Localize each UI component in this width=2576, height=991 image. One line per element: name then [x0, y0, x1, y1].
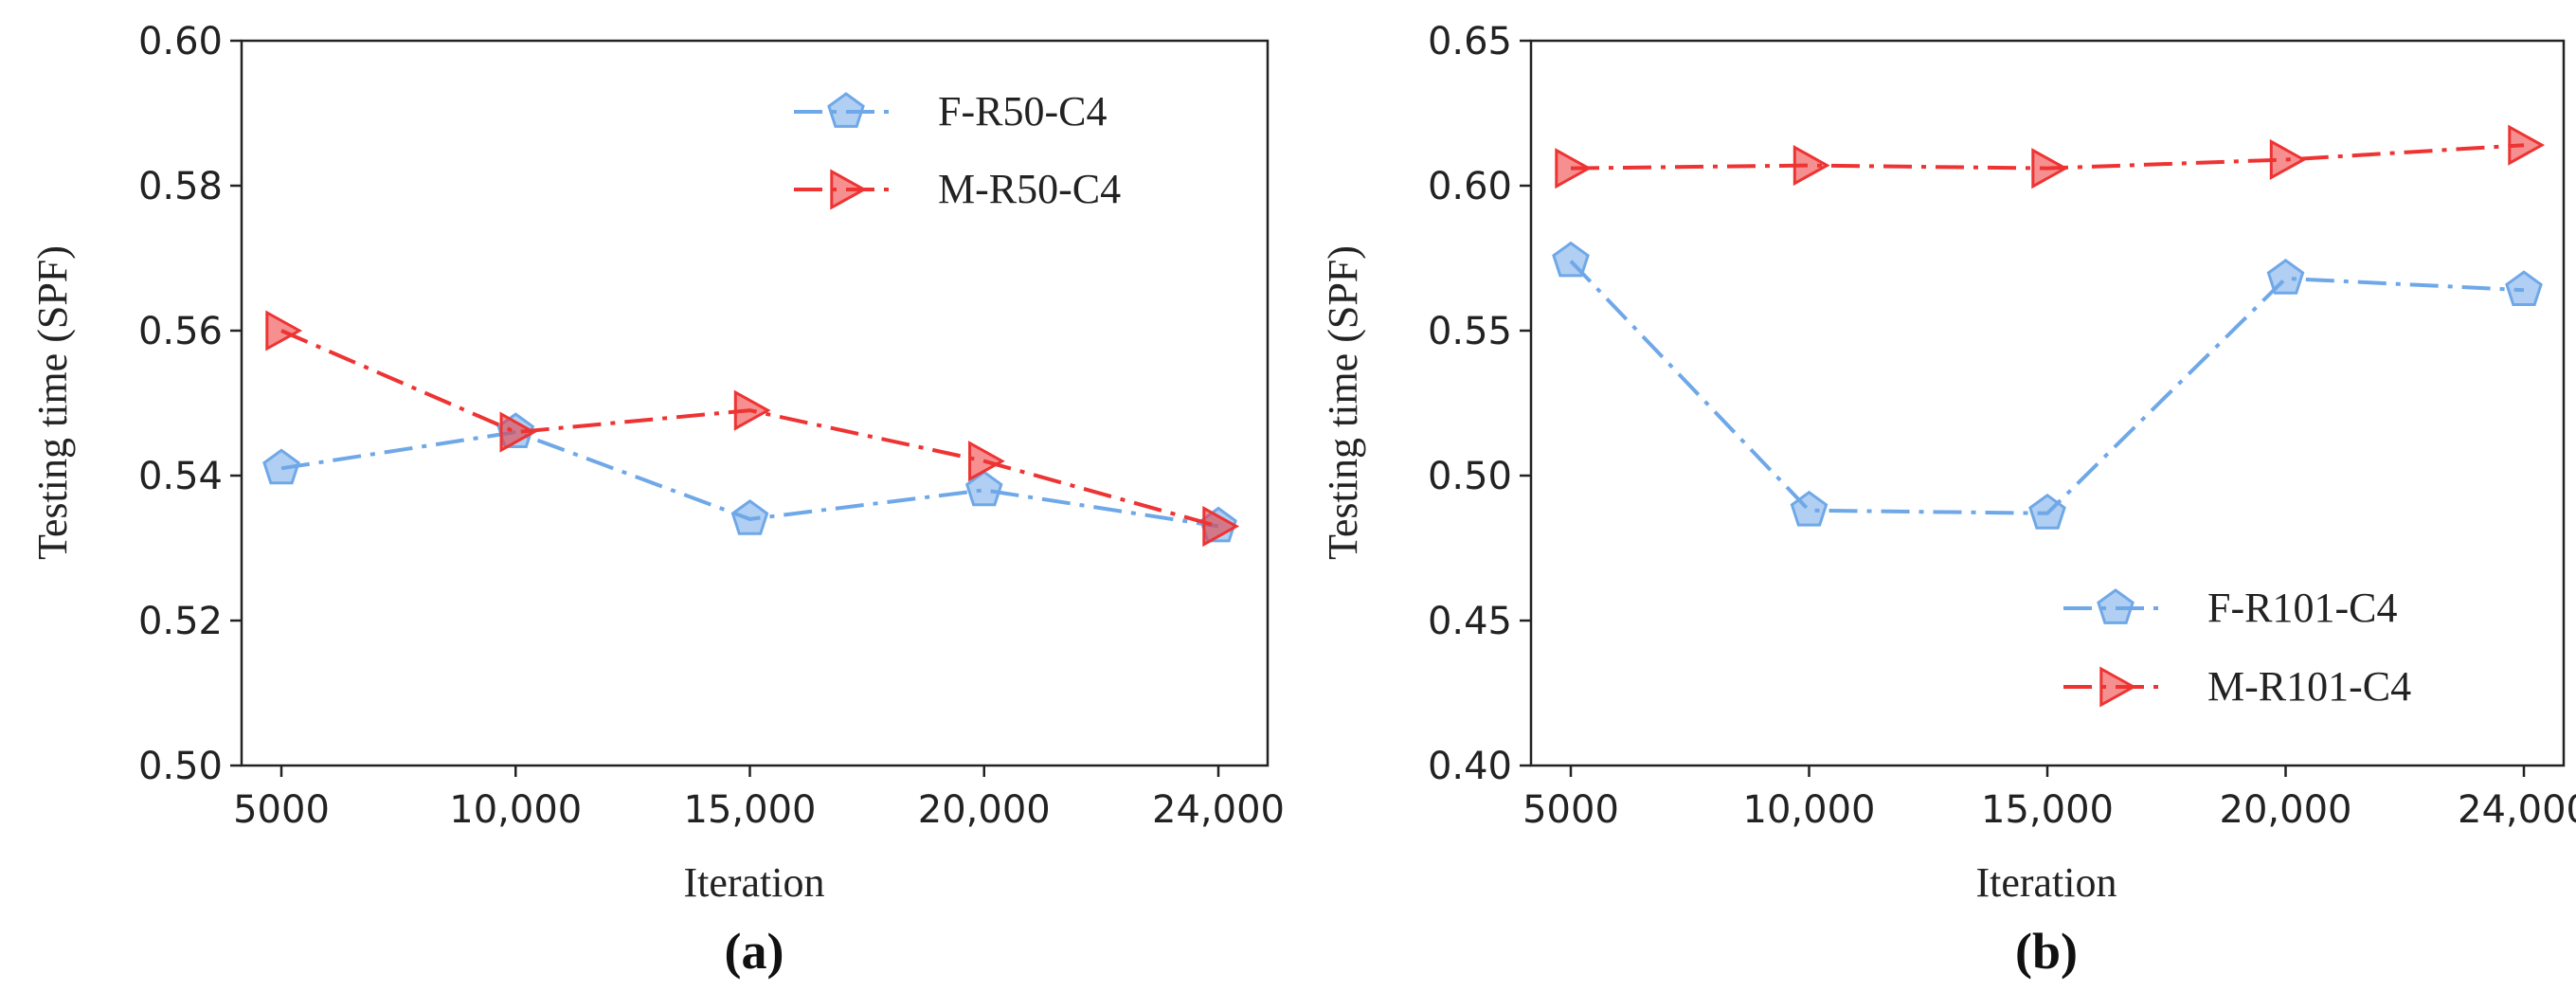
y-tick-label-b: 0.50	[1428, 455, 1512, 498]
legend-marker-shape-m-r101-c4	[2099, 666, 2137, 708]
data-point-m-r50-c4	[499, 411, 537, 453]
x-tick-label-b: 15,000	[1981, 788, 2114, 832]
x-tick-label-a: 5000	[233, 788, 330, 832]
legend-marker-f-r50	[827, 92, 865, 128]
data-point-f-r50-c4	[964, 470, 1003, 507]
data-point-f-r101-c4	[1552, 241, 1590, 278]
y-tick-label-b: 0.65	[1428, 20, 1512, 63]
series-line-f-r101-c4	[1569, 260, 2525, 515]
ticks-b: 0.40 0.45 0.50 0.55 0.60 0.65 5000 10,000 15,000…	[1428, 20, 2576, 832]
x-tick-label-b: 24,000	[2458, 788, 2576, 832]
data-point-f-r101-c4	[2266, 259, 2305, 295]
data-point-m-r50-c4	[1202, 506, 1240, 548]
panel-label-b: (b)	[2015, 923, 2078, 980]
y-tick-label-a: 0.56	[138, 310, 223, 353]
chart-panel-a: 0.50 0.52 0.54 0.56 0.58 0.60 5000 10,000 15,000…	[29, 20, 1285, 980]
data-point-m-r50-c4	[968, 441, 1005, 482]
y-tick-label-b: 0.40	[1428, 745, 1512, 788]
x-axis-title-a: Iteration	[683, 859, 824, 906]
series-line-m-r50-c4	[280, 329, 1219, 529]
x-tick-label-b: 10,000	[1743, 788, 1876, 832]
legend-label-f-r50: F-R50-C4	[938, 88, 1107, 135]
legend-marker-f-r101	[2097, 588, 2135, 624]
x-tick-label-b: 20,000	[2220, 788, 2352, 832]
y-tick-label-b: 0.55	[1428, 310, 1512, 353]
legend-label-m-r101: M-R101-C4	[2207, 663, 2411, 710]
data-point-m-r50-c4	[265, 310, 303, 351]
x-tick-label-a: 15,000	[684, 788, 817, 832]
legend-label-m-r50: M-R50-C4	[938, 166, 1121, 212]
legend-marker-shape-m-r50-c4	[830, 169, 868, 210]
legend-marker-m-r50	[830, 169, 868, 210]
x-tick-label-a: 20,000	[918, 788, 1051, 832]
legend-marker-shape-f-r50-c4	[827, 92, 865, 128]
y-tick-label-a: 0.52	[138, 600, 223, 643]
y-tick-label-a: 0.50	[138, 745, 223, 788]
data-point-m-r101-c4	[2269, 138, 2307, 181]
data-point-f-r101-c4	[2028, 493, 2066, 530]
data-point-m-r101-c4	[1555, 148, 1593, 189]
legend-marker-m-r101	[2099, 666, 2137, 708]
data-point-m-r50-c4	[733, 389, 771, 431]
data-point-m-r101-c4	[2031, 148, 2069, 189]
y-tick-label-a: 0.60	[138, 20, 223, 63]
plot-area-a	[240, 39, 1270, 767]
x-tick-label-b: 5000	[1522, 788, 1619, 832]
data-point-f-r101-c4	[1790, 490, 1828, 527]
y-tick-label-a: 0.58	[138, 165, 223, 208]
chart-panel-b: 0.40 0.45 0.50 0.55 0.60 0.65 5000 10,000 15,000…	[1320, 20, 2576, 980]
data-point-m-r101-c4	[2508, 124, 2546, 166]
legend-label-f-r101: F-R101-C4	[2207, 585, 2397, 631]
ticks-a: 0.50 0.52 0.54 0.56 0.58 0.60 5000 10,000 15,000…	[138, 20, 1285, 832]
x-tick-label-a: 24,000	[1152, 788, 1285, 832]
data-point-f-r101-c4	[2505, 270, 2543, 306]
y-tick-label-b: 0.45	[1428, 600, 1512, 643]
y-tick-label-b: 0.60	[1428, 165, 1512, 208]
y-axis-title-a: Testing time (SPF)	[29, 245, 76, 560]
legend-b: F-R101-C4 M-R101-C4	[2063, 585, 2411, 710]
series-group-a	[262, 310, 1240, 548]
x-tick-label-a: 10,000	[449, 788, 582, 832]
legend-a: F-R50-C4 M-R50-C4	[794, 88, 1121, 212]
panel-label-a: (a)	[725, 923, 784, 980]
y-axis-title-b: Testing time (SPF)	[1320, 245, 1366, 560]
data-point-f-r50-c4	[730, 499, 769, 535]
plot-area-b	[1529, 39, 2566, 767]
legend-marker-shape-f-r101-c4	[2097, 588, 2135, 624]
data-point-m-r101-c4	[1792, 145, 1830, 187]
series-group-b	[1552, 124, 2546, 530]
x-axis-title-b: Iteration	[1975, 859, 2117, 906]
y-tick-label-a: 0.54	[138, 455, 223, 498]
data-point-f-r50-c4	[262, 448, 300, 485]
